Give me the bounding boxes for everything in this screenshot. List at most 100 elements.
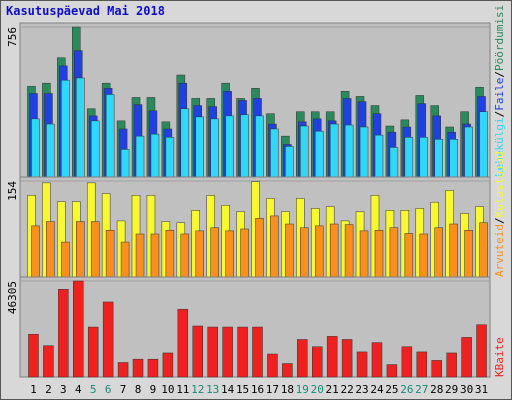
bar [419, 233, 429, 278]
bar [162, 352, 174, 378]
x-tick-label: 4 [75, 383, 82, 396]
bar [195, 230, 205, 278]
bar [311, 346, 323, 378]
legend-separator: / [493, 71, 506, 78]
bar [314, 225, 324, 278]
bar [389, 147, 399, 178]
bar [105, 229, 115, 278]
y-tick-label: 46305 [6, 281, 19, 314]
bar [270, 215, 279, 278]
x-tick-label: 9 [150, 383, 157, 396]
x-tick-label: 19 [296, 383, 309, 396]
bar [28, 334, 39, 378]
bar [135, 233, 145, 278]
x-tick-label: 30 [460, 383, 473, 396]
bar [120, 149, 130, 178]
bar [90, 120, 100, 178]
bar [255, 218, 264, 278]
bar [404, 137, 414, 178]
bar [46, 221, 55, 278]
bar [461, 337, 472, 378]
bar [252, 326, 263, 378]
bar [419, 137, 429, 178]
x-tick-label: 8 [135, 383, 142, 396]
bar [58, 289, 69, 378]
x-tick-label: 23 [355, 383, 368, 396]
bar [434, 227, 443, 278]
bar [464, 229, 473, 278]
legend-entry: Pöördumisi [493, 5, 506, 71]
bar [117, 362, 129, 378]
bar [210, 227, 219, 278]
legend-separator: / [493, 111, 506, 118]
y-tick-label: 756 [6, 27, 19, 47]
legend-entry: Külastajad [493, 151, 506, 217]
x-tick-label: 3 [60, 383, 67, 396]
x-tick-label: 11 [176, 383, 189, 396]
bar [300, 125, 309, 178]
chart-title: Kasutuspäevad Mai 2018 [6, 4, 165, 18]
x-tick-label: 21 [326, 383, 339, 396]
x-tick-label: 7 [120, 383, 127, 396]
bar [76, 77, 85, 178]
x-tick-label: 12 [191, 383, 204, 396]
x-tick-label: 16 [251, 383, 264, 396]
bar [285, 223, 294, 278]
bar [464, 126, 473, 178]
bar [434, 139, 443, 178]
bar [401, 346, 413, 378]
bar [150, 133, 160, 178]
bar [344, 124, 354, 178]
bar [389, 227, 399, 278]
bar [31, 118, 40, 178]
bar [105, 94, 115, 178]
legend-entry: Faile [493, 78, 506, 111]
bar [476, 324, 487, 378]
bar [165, 137, 175, 178]
bar [446, 352, 457, 378]
bar [180, 233, 190, 278]
bar [61, 79, 70, 178]
x-tick-label: 24 [370, 383, 384, 396]
x-tick-label: 13 [206, 383, 219, 396]
x-tick-label: 27 [415, 383, 428, 396]
bar [43, 345, 54, 378]
x-tick-label: 2 [45, 383, 52, 396]
bar [449, 139, 458, 178]
bar [195, 116, 205, 178]
x-tick-label: 6 [105, 383, 112, 396]
bar [132, 358, 144, 378]
bar [207, 326, 218, 378]
bar [102, 301, 114, 378]
bar [150, 233, 160, 278]
bar [282, 363, 293, 378]
legend-separator: / [493, 217, 506, 224]
x-tick-label: 22 [340, 383, 353, 396]
x-tick-label: 20 [311, 383, 324, 396]
bar [386, 364, 398, 378]
bar [177, 308, 189, 378]
bar [180, 108, 190, 178]
legend-entry: KBaite [493, 337, 506, 377]
bar [210, 118, 219, 178]
x-tick-label: 5 [90, 383, 97, 396]
x-tick-label: 10 [161, 383, 174, 396]
bar [359, 230, 369, 278]
bar [449, 223, 458, 278]
bar [416, 351, 428, 378]
x-tick-label: 25 [385, 383, 398, 396]
bar [300, 227, 309, 278]
bar [255, 115, 264, 178]
bar [61, 241, 70, 278]
x-tick-label: 26 [400, 383, 413, 396]
bar [267, 353, 278, 378]
x-tick-label: 28 [430, 383, 443, 396]
legend: Lehekülgi/Faile/Pöördumisi [493, 5, 506, 177]
x-tick-label: 29 [445, 383, 458, 396]
x-tick-label: 1 [30, 383, 37, 396]
y-tick-label: 154 [6, 181, 19, 201]
bar [31, 225, 40, 278]
x-tick-label: 14 [221, 383, 235, 396]
bar [237, 326, 248, 378]
